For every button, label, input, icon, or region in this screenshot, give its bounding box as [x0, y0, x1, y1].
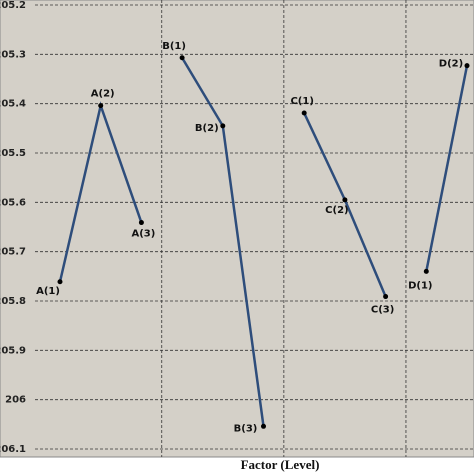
y-tick-label: 205.4: [0, 99, 26, 110]
point-label: A(3): [131, 229, 155, 240]
y-tick-label: 205.9: [0, 345, 26, 356]
point: [342, 197, 348, 203]
point-label: C(2): [325, 205, 348, 216]
point: [179, 55, 185, 61]
point-label: B(3): [234, 423, 258, 434]
line: [425, 65, 469, 272]
y-tick-label: 205.5: [0, 148, 26, 159]
point: [220, 123, 226, 129]
y-tick-label: 206: [5, 395, 26, 406]
y-tick-label: 206.1: [0, 444, 26, 455]
y-tick-label: 205.7: [0, 247, 26, 258]
point-label: B(1): [162, 41, 186, 52]
point-label: A(2): [91, 89, 115, 100]
y-tick-label: 205.3: [0, 49, 26, 60]
point-label: C(1): [290, 96, 313, 107]
point: [301, 110, 307, 116]
y-tick-label: 205.2: [0, 0, 26, 11]
point: [383, 294, 389, 300]
x-axis-label: Factor (Level): [241, 457, 320, 472]
point-label: C(3): [371, 305, 394, 316]
point-label: D(2): [439, 59, 463, 70]
point-label: A(1): [36, 286, 60, 297]
point: [138, 220, 144, 226]
point: [261, 423, 266, 429]
point: [98, 103, 104, 109]
point-label: B(2): [195, 123, 219, 134]
point-label: D(1): [408, 280, 432, 291]
point: [423, 268, 429, 274]
point: [464, 63, 470, 69]
y-tick-label: 205.8: [0, 296, 26, 307]
y-tick-label: 205.6: [0, 197, 26, 208]
point: [57, 279, 63, 285]
